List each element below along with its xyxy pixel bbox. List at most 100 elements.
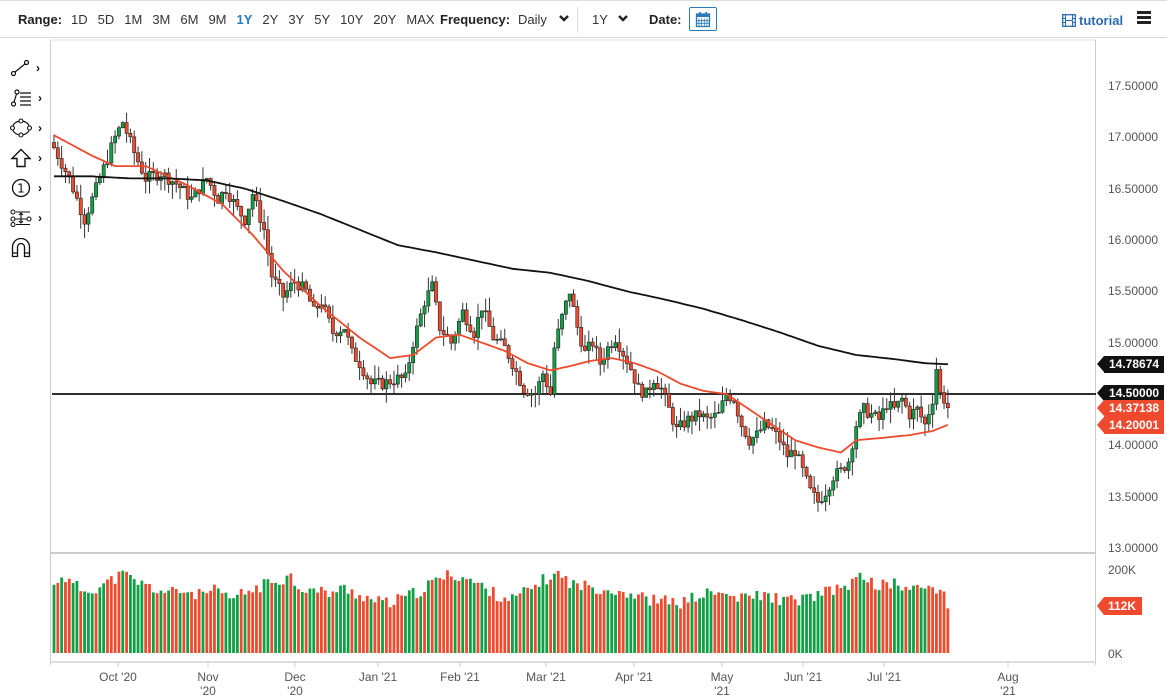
volume-bar: [113, 583, 117, 653]
chevron-right-icon[interactable]: ›: [36, 61, 40, 75]
candle-body: [235, 199, 240, 207]
volume-bar: [274, 582, 277, 653]
chevron-right-icon[interactable]: ›: [38, 121, 42, 135]
volume-bar: [262, 579, 266, 653]
trendline-tool[interactable]: ›: [10, 57, 48, 79]
range-option-5y[interactable]: 5Y: [314, 12, 331, 27]
volume-bar: [480, 582, 484, 653]
candle-body: [369, 378, 373, 385]
range-option-2y[interactable]: 2Y: [262, 12, 279, 27]
candle-body: [422, 305, 427, 315]
volume-bar: [339, 585, 342, 653]
volume-bar: [117, 571, 121, 653]
volume-bar: [652, 594, 656, 653]
candle-body: [178, 183, 182, 189]
chart-area[interactable]: [50, 40, 1096, 665]
range-option-max[interactable]: MAX: [406, 12, 435, 27]
range-option-6m[interactable]: 6M: [180, 12, 199, 27]
price-tick-label: 16.50000: [1108, 181, 1159, 196]
chevron-right-icon[interactable]: ›: [38, 151, 42, 165]
candle-body: [483, 310, 488, 313]
candle-body: [457, 320, 461, 336]
fibonacci-tool[interactable]: ›: [10, 87, 48, 109]
candle-body: [816, 492, 820, 503]
date-tick-label: Jun '21: [783, 670, 823, 684]
range-option-10y[interactable]: 10Y: [340, 12, 364, 27]
range-option-20y[interactable]: 20Y: [373, 12, 397, 27]
candle-body: [227, 193, 232, 202]
volume-bar: [808, 593, 812, 653]
volume-bar: [935, 593, 938, 653]
measure-tool[interactable]: ›: [10, 207, 48, 229]
frequency-dropdown[interactable]: Daily: [518, 12, 547, 27]
volume-bar: [744, 593, 747, 653]
candle-body: [903, 397, 908, 407]
volume-bar: [656, 603, 659, 653]
volume-bar: [774, 593, 778, 653]
volume-bar: [793, 599, 797, 653]
volume-bar: [75, 580, 79, 653]
tutorial-link[interactable]: tutorial: [1062, 13, 1123, 28]
volume-bar: [824, 586, 828, 653]
hamburger-menu-icon[interactable]: [1137, 11, 1151, 25]
period-dropdown[interactable]: 1Y: [592, 12, 608, 27]
volume-bar: [255, 585, 258, 653]
volume-bar: [71, 583, 75, 653]
candle-body: [858, 412, 862, 427]
range-option-1y[interactable]: 1Y: [236, 12, 253, 27]
volume-bar: [251, 592, 255, 653]
magnet-tool[interactable]: [10, 237, 48, 259]
volume-bar: [893, 578, 896, 653]
candle-body: [521, 385, 526, 394]
volume-bar: [549, 579, 552, 653]
shapes-tool[interactable]: ›: [10, 117, 48, 139]
volume-bar: [178, 593, 182, 653]
range-option-3y[interactable]: 3Y: [288, 12, 305, 27]
chevron-down-icon[interactable]: [617, 13, 629, 26]
candle-body: [201, 179, 205, 195]
candle-body: [185, 186, 190, 200]
chevron-down-icon[interactable]: [558, 13, 570, 26]
volume-bar: [300, 591, 304, 653]
volume-bar: [663, 595, 667, 653]
candle-body: [602, 359, 606, 365]
candle-body: [781, 441, 786, 446]
candle-body: [560, 313, 564, 330]
chevron-right-icon[interactable]: ›: [38, 91, 42, 105]
price-tick-label: 15.00000: [1108, 335, 1159, 350]
annotation-tool[interactable]: 1 ›: [10, 177, 48, 199]
range-option-1m[interactable]: 1M: [124, 12, 143, 27]
volume-bar: [449, 576, 453, 653]
volume-bar: [503, 597, 507, 653]
range-option-1d[interactable]: 1D: [71, 12, 88, 27]
chevron-right-icon[interactable]: ›: [38, 181, 42, 195]
range-option-5d[interactable]: 5D: [97, 12, 115, 27]
volume-bar: [461, 577, 465, 653]
candle-body: [942, 392, 946, 404]
candle-body: [441, 330, 446, 335]
volume-bar: [564, 576, 568, 653]
date-picker-button[interactable]: [689, 7, 717, 31]
volume-bar: [323, 590, 327, 653]
candle-body: [823, 495, 828, 502]
volume-bar: [583, 580, 587, 653]
candle-body: [537, 381, 542, 395]
volume-bar: [698, 598, 701, 653]
range-option-3m[interactable]: 3M: [152, 12, 171, 27]
chevron-right-icon[interactable]: ›: [38, 211, 42, 225]
candle-body: [499, 338, 503, 341]
candle-body: [285, 290, 289, 298]
calendar-icon: [695, 11, 711, 27]
arrow-tool[interactable]: ›: [10, 147, 48, 169]
volume-bar: [94, 593, 98, 653]
range-option-9m[interactable]: 9M: [208, 12, 227, 27]
volume-bar: [220, 593, 224, 653]
candle-body: [701, 413, 706, 418]
candle-body: [117, 127, 121, 137]
candle-body: [586, 341, 591, 351]
volume-bar: [675, 605, 679, 653]
volume-bar: [163, 592, 167, 653]
volume-bar: [595, 593, 598, 653]
volume-bar: [174, 589, 178, 653]
